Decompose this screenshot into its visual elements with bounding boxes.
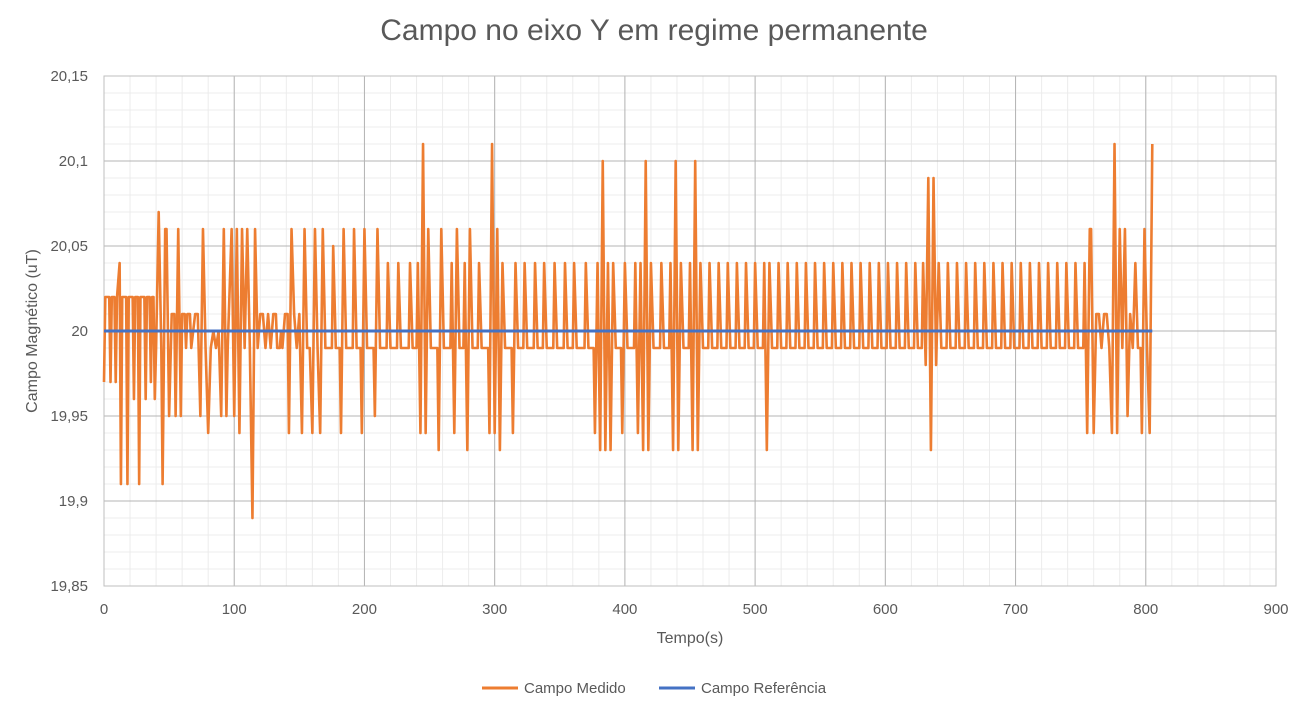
y-axis-title: Campo Magnético (uT) bbox=[24, 249, 41, 413]
legend: Campo Medido Campo Referência bbox=[482, 680, 827, 697]
y-tick-label: 19,95 bbox=[50, 408, 88, 425]
x-axis-tick-labels: 0 100 200 300 400 500 600 700 800 900 bbox=[100, 601, 1289, 618]
x-tick-label: 100 bbox=[222, 601, 247, 618]
y-tick-label: 20,05 bbox=[50, 238, 88, 255]
x-axis-title: Tempo(s) bbox=[657, 630, 724, 647]
y-tick-label: 20,1 bbox=[59, 153, 88, 170]
y-tick-label: 19,85 bbox=[50, 578, 88, 595]
y-tick-label: 20 bbox=[71, 323, 88, 340]
y-tick-label: 19,9 bbox=[59, 493, 88, 510]
legend-label: Campo Medido bbox=[524, 680, 626, 697]
chart-title: Campo no eixo Y em regime permanente bbox=[380, 14, 928, 47]
x-tick-label: 800 bbox=[1133, 601, 1158, 618]
series-line-1 bbox=[102, 142, 1154, 520]
y-tick-label: 20,15 bbox=[50, 68, 88, 85]
x-tick-label: 500 bbox=[743, 601, 768, 618]
x-tick-label: 700 bbox=[1003, 601, 1028, 618]
x-tick-label: 600 bbox=[873, 601, 898, 618]
x-tick-label: 900 bbox=[1263, 601, 1288, 618]
x-tick-label: 0 bbox=[100, 601, 108, 618]
legend-label: Campo Referência bbox=[701, 680, 827, 697]
x-tick-label: 200 bbox=[352, 601, 377, 618]
y-axis-tick-labels: 19,85 19,9 19,95 20 20,05 20,1 20,15 bbox=[50, 68, 88, 595]
series-layer bbox=[102, 142, 1154, 520]
x-tick-label: 400 bbox=[612, 601, 637, 618]
x-tick-label: 300 bbox=[482, 601, 507, 618]
